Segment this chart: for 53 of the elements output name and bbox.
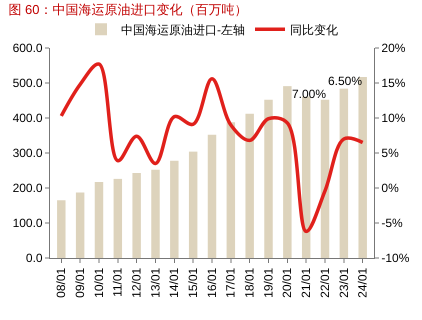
bar <box>302 96 310 258</box>
annotation: 7.00% <box>292 87 326 101</box>
y2-tick-label: -5% <box>381 216 404 230</box>
x-tick-label: 14/01 <box>167 267 182 298</box>
y-tick-label: 400.0 <box>12 111 43 126</box>
y-tick-label: 500.0 <box>12 76 43 90</box>
x-tick-label: 11/01 <box>110 267 125 297</box>
x-tick-label: 23/01 <box>336 267 351 298</box>
y2-tick-label: 20% <box>381 41 406 56</box>
x-tick-label: 13/01 <box>148 267 162 298</box>
x-tick-label: 19/01 <box>261 267 276 298</box>
y-tick-label: 100.0 <box>12 216 43 230</box>
bar <box>132 172 141 258</box>
x-tick-label: 10/01 <box>92 267 106 298</box>
x-tick-label: 17/01 <box>224 267 238 298</box>
legend-label: 同比变化 <box>290 22 338 37</box>
y-tick-label: 600.0 <box>12 41 43 56</box>
y2-tick-label: 0% <box>381 181 400 196</box>
bar <box>245 114 254 258</box>
bar <box>188 152 198 258</box>
bar <box>208 134 216 258</box>
bar <box>226 122 236 258</box>
bar <box>283 86 292 258</box>
legend-label: 中国海运原油进口-左轴 <box>121 22 245 37</box>
bar <box>264 100 273 258</box>
y2-tick-label: -10% <box>381 251 410 266</box>
x-tick-label: 22/01 <box>318 267 332 298</box>
line-series <box>60 62 364 234</box>
x-tick-label: 15/01 <box>186 267 200 298</box>
bar <box>57 200 66 258</box>
bar <box>94 182 104 258</box>
bar <box>151 170 160 258</box>
x-tick-label: 16/01 <box>204 267 219 298</box>
x-tick-label: 09/01 <box>73 267 88 298</box>
y-tick-label: 200.0 <box>12 181 43 196</box>
annotation: 6.50% <box>328 74 362 88</box>
y2-tick-label: 15% <box>381 76 406 90</box>
x-tick-label: 20/01 <box>280 267 294 298</box>
bar <box>340 88 348 258</box>
y-tick-label: 300.0 <box>12 146 43 160</box>
bar <box>170 160 179 258</box>
y2-tick-label: 10% <box>381 111 406 126</box>
x-tick-label: 08/01 <box>54 267 68 298</box>
y-tick-label: 0.0 <box>26 251 43 266</box>
bar <box>320 100 330 258</box>
bar <box>76 192 84 258</box>
x-tick-label: 18/01 <box>242 267 257 298</box>
x-tick-label: 21/01 <box>299 267 314 298</box>
bar <box>114 178 122 258</box>
x-tick-label: 24/01 <box>356 267 370 298</box>
y2-tick-label: 5% <box>381 146 400 160</box>
x-tick-label: 12/01 <box>130 267 144 298</box>
chart-title: 图 60：中国海运原油进口变化（百万吨） <box>8 2 248 17</box>
